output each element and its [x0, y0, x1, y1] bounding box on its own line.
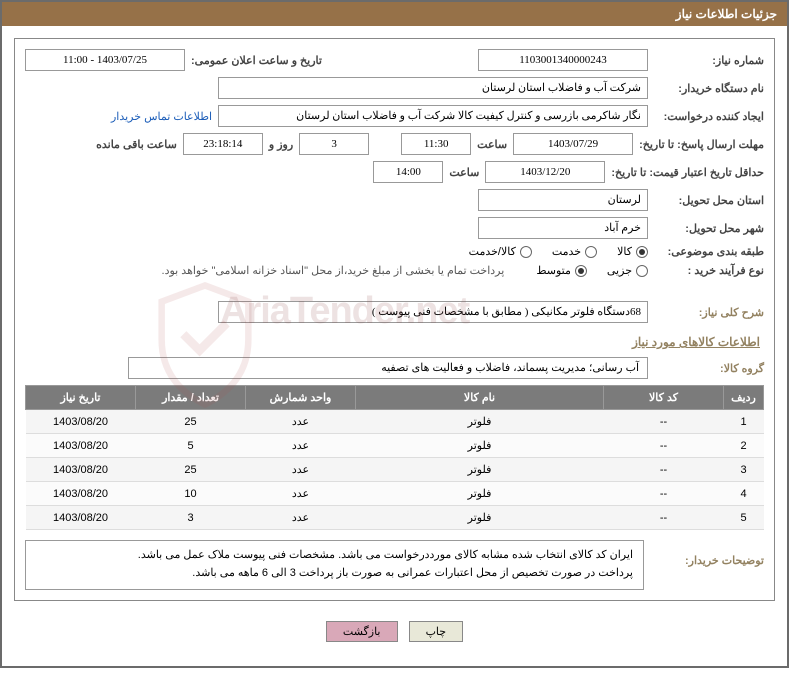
- need-number-field: 1103001340000243: [478, 49, 648, 71]
- th-date: تاریخ نیاز: [26, 386, 136, 410]
- table-cell: عدد: [246, 506, 356, 530]
- process-radio-group: جزیی متوسط: [536, 264, 648, 277]
- radio-kala-khedmat-label: کالا/خدمت: [469, 245, 516, 258]
- announce-label: تاریخ و ساعت اعلان عمومی:: [191, 54, 322, 67]
- table-cell: 5: [136, 434, 246, 458]
- th-unit: واحد شمارش: [246, 386, 356, 410]
- radio-kala[interactable]: [636, 246, 648, 258]
- deadline-label: مهلت ارسال پاسخ: تا تاریخ:: [639, 138, 764, 151]
- process-label: نوع فرآیند خرید :: [654, 264, 764, 277]
- buyer-field: شرکت آب و فاضلاب استان لرستان: [218, 77, 648, 99]
- table-cell: 1403/08/20: [26, 434, 136, 458]
- buyer-desc-box: ایران کد کالای انتخاب شده مشابه کالای مو…: [25, 540, 644, 590]
- table-cell: --: [604, 410, 724, 434]
- group-field: آب رسانی؛ مدیریت پسماند، فاضلاب و فعالیت…: [128, 357, 648, 379]
- radio-motavaset-label: متوسط: [536, 264, 571, 277]
- table-cell: 25: [136, 410, 246, 434]
- group-label: گروه کالا:: [654, 362, 764, 375]
- table-cell: فلوتر: [356, 434, 604, 458]
- radio-jozi-label: جزیی: [607, 264, 632, 277]
- radio-jozi[interactable]: [636, 265, 648, 277]
- th-qty: تعداد / مقدار: [136, 386, 246, 410]
- table-cell: فلوتر: [356, 482, 604, 506]
- table-cell: عدد: [246, 458, 356, 482]
- table-cell: --: [604, 458, 724, 482]
- validity-label: حداقل تاریخ اعتبار قیمت: تا تاریخ:: [611, 166, 764, 179]
- table-row: 5--فلوترعدد31403/08/20: [26, 506, 764, 530]
- contact-link[interactable]: اطلاعات تماس خریدار: [111, 110, 212, 123]
- buyer-label: نام دستگاه خریدار:: [654, 82, 764, 95]
- radio-khedmat-label: خدمت: [552, 245, 581, 258]
- table-row: 1--فلوترعدد251403/08/20: [26, 410, 764, 434]
- table-cell: فلوتر: [356, 506, 604, 530]
- table-cell: --: [604, 506, 724, 530]
- table-cell: فلوتر: [356, 458, 604, 482]
- payment-note: پرداخت تمام یا بخشی از مبلغ خرید،از محل …: [162, 264, 505, 277]
- table-cell: 3: [136, 506, 246, 530]
- deadline-time: 11:30: [401, 133, 471, 155]
- radio-kala-label: کالا: [617, 245, 632, 258]
- table-cell: 1403/08/20: [26, 458, 136, 482]
- goods-section-title: اطلاعات کالاهای مورد نیاز: [29, 335, 760, 349]
- radio-motavaset[interactable]: [575, 265, 587, 277]
- table-cell: فلوتر: [356, 410, 604, 434]
- buyer-desc-label: توضیحات خریدار:: [654, 540, 764, 567]
- table-cell: 3: [724, 458, 764, 482]
- table-cell: 1403/08/20: [26, 482, 136, 506]
- table-cell: 4: [724, 482, 764, 506]
- countdown-label: ساعت باقی مانده: [96, 138, 177, 151]
- days-field: 3: [299, 133, 369, 155]
- th-row: ردیف: [724, 386, 764, 410]
- watermark-text: AriaTender.net: [220, 290, 469, 333]
- need-number-label: شماره نیاز:: [654, 54, 764, 67]
- table-cell: 1403/08/20: [26, 410, 136, 434]
- table-row: 3--فلوترعدد251403/08/20: [26, 458, 764, 482]
- city-label: شهر محل تحویل:: [654, 222, 764, 235]
- radio-khedmat[interactable]: [585, 246, 597, 258]
- main-panel: جزئیات اطلاعات نیاز شماره نیاز: 11030013…: [0, 0, 789, 668]
- table-cell: --: [604, 482, 724, 506]
- table-cell: 2: [724, 434, 764, 458]
- table-cell: 5: [724, 506, 764, 530]
- print-button[interactable]: چاپ: [409, 621, 464, 642]
- table-cell: عدد: [246, 482, 356, 506]
- items-table: ردیف کد کالا نام کالا واحد شمارش تعداد /…: [25, 385, 764, 530]
- header-title: جزئیات اطلاعات نیاز: [676, 7, 777, 21]
- panel-header: جزئیات اطلاعات نیاز: [2, 2, 787, 26]
- back-button[interactable]: بازگشت: [326, 621, 398, 642]
- table-row: 2--فلوترعدد51403/08/20: [26, 434, 764, 458]
- requester-label: ایجاد کننده درخواست:: [654, 110, 764, 123]
- requester-field: نگار شاکرمی بازرسی و کنترل کیفیت کالا شر…: [218, 105, 648, 127]
- table-cell: 25: [136, 458, 246, 482]
- table-cell: 1: [724, 410, 764, 434]
- th-name: نام کالا: [356, 386, 604, 410]
- validity-time: 14:00: [373, 161, 443, 183]
- province-label: استان محل تحویل:: [654, 194, 764, 207]
- radio-kala-khedmat[interactable]: [520, 246, 532, 258]
- deadline-date: 1403/07/29: [513, 133, 633, 155]
- table-cell: عدد: [246, 410, 356, 434]
- table-cell: عدد: [246, 434, 356, 458]
- topic-label: طبقه بندی موضوعی:: [654, 245, 764, 258]
- time-label-1: ساعت: [477, 138, 507, 151]
- validity-date: 1403/12/20: [485, 161, 605, 183]
- table-cell: 1403/08/20: [26, 506, 136, 530]
- desc-label: شرح کلی نیاز:: [654, 306, 764, 319]
- table-row: 4--فلوترعدد101403/08/20: [26, 482, 764, 506]
- th-code: کد کالا: [604, 386, 724, 410]
- city-field: خرم آباد: [478, 217, 648, 239]
- announce-field: 1403/07/25 - 11:00: [25, 49, 185, 71]
- province-field: لرستان: [478, 189, 648, 211]
- topic-radio-group: کالا خدمت کالا/خدمت: [469, 245, 648, 258]
- days-label: روز و: [269, 138, 293, 151]
- table-cell: 10: [136, 482, 246, 506]
- countdown-field: 23:18:14: [183, 133, 263, 155]
- time-label-2: ساعت: [449, 166, 479, 179]
- table-cell: --: [604, 434, 724, 458]
